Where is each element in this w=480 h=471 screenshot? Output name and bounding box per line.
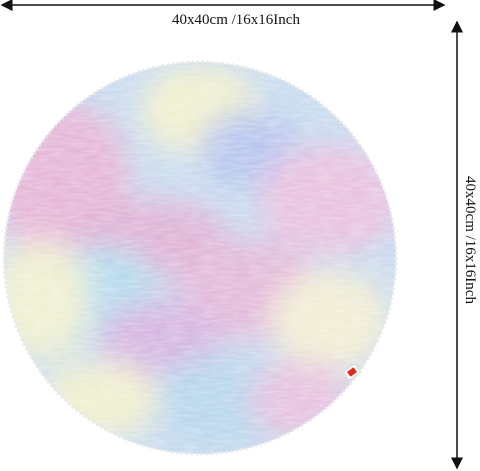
- rug-edge: [2, 60, 398, 456]
- height-label: 40x40cm /16x16Inch: [462, 176, 478, 304]
- brand-tag: [342, 363, 362, 381]
- round-rug: [4, 62, 396, 454]
- width-label: 40x40cm /16x16Inch: [172, 12, 300, 28]
